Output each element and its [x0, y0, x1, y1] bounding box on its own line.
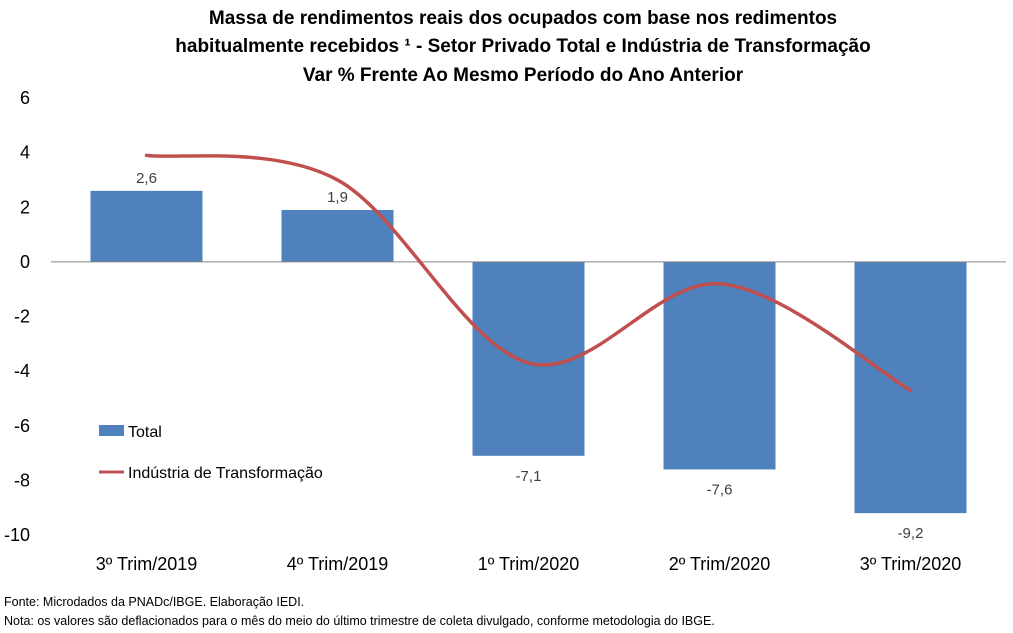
x-tick-label: 3º Trim/2020: [860, 554, 962, 574]
bar-data-label: 2,6: [136, 170, 157, 187]
y-tick-label: -2: [14, 307, 30, 327]
y-tick-label: -6: [14, 416, 30, 436]
line-series-industria: [144, 153, 913, 392]
x-axis-categories: 3º Trim/2019 4º Trim/2019 1º Trim/2020 2º T…: [96, 554, 962, 574]
legend-swatch-total: [99, 425, 124, 436]
bar: [854, 261, 967, 514]
x-tick-label: 1º Trim/2020: [478, 554, 580, 574]
y-tick-label: 0: [20, 252, 30, 272]
bar-data-label: -7,6: [707, 481, 733, 498]
bar-data-label: 1,9: [327, 189, 348, 206]
legend-label-industria: Indústria de Transformação: [128, 465, 323, 482]
bar-data-label: -7,1: [516, 468, 542, 485]
y-tick-label: -4: [14, 361, 30, 381]
bar: [663, 261, 776, 470]
y-tick-label: -8: [14, 470, 30, 490]
chart-title-line-1: Massa de rendimentos reais dos ocupados …: [209, 8, 837, 29]
chart-title-line-2: habitualmente recebidos ¹ - Setor Privad…: [175, 36, 870, 57]
x-tick-label: 2º Trim/2020: [669, 554, 771, 574]
bar-data-label: -9,2: [898, 525, 924, 542]
bar: [281, 209, 394, 262]
chart-title-line-3: Var % Frente Ao Mesmo Período do Ano Ant…: [303, 65, 744, 86]
y-tick-label: 6: [20, 88, 30, 108]
bar: [472, 261, 585, 456]
y-tick-label: -10: [4, 525, 30, 545]
bar: [90, 190, 203, 262]
data-labels: 2,6 1,9 -7,1 -7,6 -9,2: [136, 170, 923, 542]
x-tick-label: 3º Trim/2019: [96, 554, 198, 574]
y-tick-label: 2: [20, 197, 30, 217]
bar-series-total: [90, 190, 967, 514]
y-axis: 6 4 2 0 -2 -4 -6 -8 -10: [4, 88, 30, 545]
legend: Total Indústria de Transformação: [99, 424, 323, 482]
source-note: Fonte: Microdados da PNADc/IBGE. Elabora…: [4, 595, 305, 609]
chart-title: Massa de rendimentos reais dos ocupados …: [175, 8, 870, 86]
y-tick-label: 4: [20, 143, 30, 163]
x-tick-label: 4º Trim/2019: [287, 554, 389, 574]
methodology-note: Nota: os valores são deflacionados para …: [4, 614, 715, 628]
legend-label-total: Total: [128, 424, 162, 441]
